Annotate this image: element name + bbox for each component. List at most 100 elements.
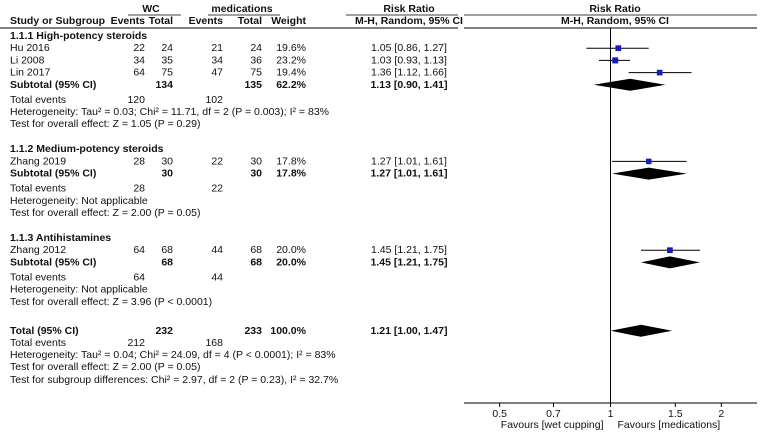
total-events-wc: 28 bbox=[133, 183, 145, 195]
study-point bbox=[667, 247, 673, 254]
grand-heterogeneity-text: Heterogeneity: Tau² = 0.04; Chi² = 24.09… bbox=[10, 349, 336, 361]
study-events-med: 47 bbox=[211, 67, 223, 79]
total-events-med: 22 bbox=[211, 183, 223, 195]
study-total-med: 75 bbox=[250, 67, 262, 79]
study-total-med: 36 bbox=[250, 54, 262, 66]
total-total-wc: 232 bbox=[155, 325, 173, 337]
summary-diamond bbox=[612, 167, 687, 180]
header-study: Study or Subgroup bbox=[10, 15, 105, 27]
overall-effect-text: Test for overall effect: Z = 3.96 (P < 0… bbox=[10, 296, 212, 308]
study-total-med: 30 bbox=[250, 155, 262, 167]
total-events-label: Total events bbox=[10, 271, 66, 283]
total-events-wc: 64 bbox=[133, 271, 145, 283]
header-risk-ratio: Risk Ratio bbox=[383, 3, 434, 15]
study-total-wc: 75 bbox=[161, 67, 173, 79]
study-events-med: 34 bbox=[211, 54, 223, 66]
study-total-wc: 35 bbox=[161, 54, 173, 66]
study-weight: 19.4% bbox=[276, 67, 306, 79]
total-events-med: 102 bbox=[205, 94, 223, 106]
study-weight: 20.0% bbox=[276, 244, 306, 256]
total-events-label: Total events bbox=[10, 94, 66, 106]
study-events-med: 22 bbox=[211, 155, 223, 167]
total-events-wc: 120 bbox=[127, 94, 145, 106]
study-events-wc: 28 bbox=[133, 155, 145, 167]
study-name: Hu 2016 bbox=[10, 42, 50, 54]
study-point bbox=[656, 69, 663, 76]
study-weight: 17.8% bbox=[276, 155, 306, 167]
header-total-wc: Total bbox=[149, 15, 173, 27]
study-risk-ratio: 1.05 [0.86, 1.27] bbox=[371, 42, 447, 54]
subtotal-total-med: 30 bbox=[250, 168, 262, 180]
subtotal-weight: 17.8% bbox=[276, 168, 306, 180]
favours-left-label: Favours [wet cupping] bbox=[501, 419, 604, 431]
study-risk-ratio: 1.03 [0.93, 1.13] bbox=[371, 54, 447, 66]
subtotal-total-med: 68 bbox=[250, 256, 262, 268]
subtotal-risk-ratio: 1.27 [1.01, 1.61] bbox=[370, 168, 447, 180]
total-events-med: 44 bbox=[211, 271, 223, 283]
subgroup-differences-text: Test for subgroup differences: Chi² = 2.… bbox=[10, 374, 338, 386]
header-rr-method: M-H, Random, 95% CI bbox=[355, 15, 463, 27]
overall-effect-text: Test for overall effect: Z = 1.05 (P = 0… bbox=[10, 118, 200, 130]
subtotal-risk-ratio: 1.45 [1.21, 1.75] bbox=[370, 256, 447, 268]
study-total-wc: 24 bbox=[161, 42, 173, 54]
study-events-wc: 64 bbox=[133, 244, 145, 256]
subtotal-label: Subtotal (95% CI) bbox=[10, 79, 96, 91]
summary-diamond bbox=[640, 256, 700, 269]
total-total-med: 233 bbox=[244, 325, 262, 337]
subtotal-weight: 20.0% bbox=[276, 256, 306, 268]
header-weight: Weight bbox=[271, 15, 306, 27]
subtotal-total-med: 135 bbox=[244, 79, 262, 91]
x-tick-label: 1 bbox=[608, 408, 614, 420]
subgroup-title: 1.1.1 High-potency steroids bbox=[10, 30, 147, 42]
study-total-wc: 68 bbox=[161, 244, 173, 256]
study-risk-ratio: 1.27 [1.01, 1.61] bbox=[371, 155, 447, 167]
study-point bbox=[645, 158, 652, 165]
study-total-med: 68 bbox=[250, 244, 262, 256]
study-events-wc: 22 bbox=[133, 42, 145, 54]
grand-total-events-med: 168 bbox=[205, 337, 223, 349]
header-plot-method: M-H, Random, 95% CI bbox=[561, 15, 669, 27]
subtotal-total-wc: 30 bbox=[161, 168, 173, 180]
study-risk-ratio: 1.45 [1.21, 1.75] bbox=[371, 244, 447, 256]
grand-overall-effect-text: Test for overall effect: Z = 2.00 (P = 0… bbox=[10, 361, 200, 373]
heterogeneity-text: Heterogeneity: Tau² = 0.03; Chi² = 11.71… bbox=[10, 106, 329, 118]
favours-right-label: Favours [medications] bbox=[618, 419, 721, 431]
study-events-wc: 34 bbox=[133, 54, 145, 66]
study-point bbox=[612, 57, 619, 64]
header-total-med: Total bbox=[238, 15, 262, 27]
header-plot-risk-ratio: Risk Ratio bbox=[589, 3, 640, 15]
subgroup-title: 1.1.3 Antihistamines bbox=[10, 232, 111, 244]
study-name: Lin 2017 bbox=[10, 67, 50, 79]
study-events-med: 21 bbox=[211, 42, 223, 54]
header-group-medications: medications bbox=[211, 3, 272, 15]
subtotal-total-wc: 134 bbox=[155, 79, 173, 91]
study-risk-ratio: 1.36 [1.12, 1.66] bbox=[371, 67, 447, 79]
heterogeneity-text: Heterogeneity: Not applicable bbox=[10, 195, 148, 207]
subgroup-title: 1.1.2 Medium-potency steroids bbox=[10, 143, 164, 155]
total-label: Total (95% CI) bbox=[10, 325, 79, 337]
header-events-med: Events bbox=[189, 15, 224, 27]
study-weight: 19.6% bbox=[276, 42, 306, 54]
heterogeneity-text: Heterogeneity: Not applicable bbox=[10, 284, 148, 296]
total-risk-ratio: 1.21 [1.00, 1.47] bbox=[370, 325, 447, 337]
x-tick-label: 0.5 bbox=[492, 408, 507, 420]
study-total-wc: 30 bbox=[161, 155, 173, 167]
x-tick-label: 0.7 bbox=[546, 408, 561, 420]
subtotal-risk-ratio: 1.13 [0.90, 1.41] bbox=[370, 79, 447, 91]
study-name: Zhang 2012 bbox=[10, 244, 66, 256]
study-name: Zhang 2019 bbox=[10, 155, 66, 167]
x-tick-label: 2 bbox=[718, 408, 724, 420]
total-events-label: Total events bbox=[10, 183, 66, 195]
summary-diamond bbox=[610, 324, 673, 337]
study-events-med: 44 bbox=[211, 244, 223, 256]
x-tick-label: 1.5 bbox=[668, 408, 683, 420]
study-events-wc: 64 bbox=[133, 67, 145, 79]
header-events-wc: Events bbox=[111, 15, 146, 27]
header-group-wc: WC bbox=[142, 3, 160, 15]
grand-total-events-label: Total events bbox=[10, 337, 66, 349]
grand-total-events-wc: 212 bbox=[127, 337, 145, 349]
overall-effect-text: Test for overall effect: Z = 2.00 (P = 0… bbox=[10, 207, 200, 219]
subtotal-weight: 62.2% bbox=[276, 79, 306, 91]
study-name: Li 2008 bbox=[10, 54, 45, 66]
